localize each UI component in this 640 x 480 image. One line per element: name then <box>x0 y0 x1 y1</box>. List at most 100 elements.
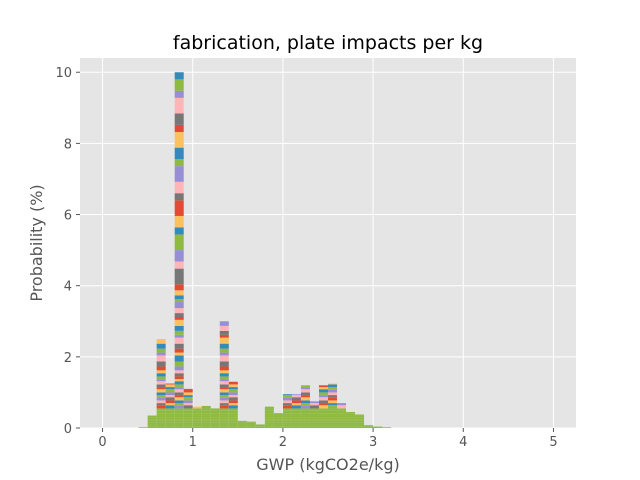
y-tick-label: 2 <box>64 351 72 366</box>
bar-segment <box>183 403 193 406</box>
bar-segment <box>300 405 310 409</box>
histogram-bin <box>328 383 338 428</box>
x-tick-label: 5 <box>549 435 557 450</box>
bar-segment <box>291 394 301 396</box>
bar-segment <box>291 419 301 421</box>
bar-segment <box>219 325 229 331</box>
bar-segment <box>328 420 338 423</box>
bar-segment <box>291 405 301 409</box>
bar-segment <box>156 379 166 382</box>
bar-segment <box>174 72 184 80</box>
bar-segment <box>219 361 229 367</box>
bar-segment <box>328 426 338 428</box>
bar-segment <box>219 413 229 416</box>
bar-segment <box>174 166 184 182</box>
bar-segment <box>300 387 310 390</box>
bar-segment <box>300 403 310 406</box>
bar-segment <box>328 408 338 411</box>
histogram-bin <box>382 427 392 428</box>
bar-segment <box>174 417 184 420</box>
histogram-bin <box>346 411 356 428</box>
bar-segment <box>165 392 175 396</box>
bar-segment <box>219 387 229 390</box>
bar-segment <box>201 405 211 409</box>
bar-segment <box>337 415 347 418</box>
bar-segment <box>355 424 365 427</box>
bar-segment <box>156 420 166 423</box>
bar-segment <box>273 413 283 414</box>
bar-segment <box>147 426 157 428</box>
bar-segment <box>228 397 238 401</box>
bar-segment <box>183 413 193 416</box>
bar-segment <box>174 284 184 291</box>
bar-segment <box>156 381 166 385</box>
bar-segment <box>183 395 193 398</box>
bar-segment <box>228 387 238 390</box>
bar-segment <box>273 426 283 428</box>
bar-segment <box>273 413 283 416</box>
bar-segment <box>291 410 301 412</box>
bar-segment <box>192 408 202 411</box>
x-tick-label: 4 <box>459 435 467 450</box>
bar-segment <box>174 181 184 194</box>
bar-segment <box>165 400 175 404</box>
bar-segment <box>192 424 202 427</box>
bar-segment <box>328 415 338 418</box>
histogram-bin <box>255 424 265 428</box>
bar-segment <box>174 234 184 251</box>
bar-segment <box>382 427 392 428</box>
bar-segment <box>264 413 274 416</box>
bar-segment <box>264 410 274 412</box>
bar-segment <box>300 424 310 427</box>
bar-segment <box>156 366 166 371</box>
bar-segment <box>147 417 157 420</box>
bar-segment <box>192 413 202 416</box>
bar-segment <box>219 334 229 338</box>
bar-segment <box>228 403 238 406</box>
bar-segment <box>165 387 175 390</box>
bar-segment <box>291 415 301 418</box>
bar-segment <box>318 405 328 409</box>
bar-segment <box>246 421 256 423</box>
bar-segment <box>156 373 166 377</box>
x-tick-label: 1 <box>189 435 197 450</box>
bar-segment <box>318 397 328 401</box>
bar-segment <box>201 415 211 418</box>
bar-segment <box>219 424 229 427</box>
bar-segment <box>201 413 211 416</box>
bar-segment <box>264 426 274 428</box>
bar-segment <box>174 308 184 314</box>
bar-segment <box>228 381 238 385</box>
bar-segment <box>337 410 347 412</box>
bar-segment <box>282 422 292 425</box>
bar-segment <box>318 411 328 414</box>
bar-segment <box>282 395 292 398</box>
bar-segment <box>156 415 166 418</box>
bar-segment <box>219 381 229 385</box>
bar-segment <box>174 366 184 371</box>
bar-segment <box>318 395 328 398</box>
bar-segment <box>165 389 175 393</box>
histogram-bin <box>309 401 319 428</box>
bar-segment <box>328 397 338 401</box>
bar-segment <box>309 401 319 404</box>
bar-segment <box>291 400 301 404</box>
bar-segment <box>174 90 184 98</box>
bar-segment <box>282 426 292 428</box>
bar-segment <box>174 313 184 317</box>
bar-segment <box>192 415 202 418</box>
bar-segment <box>174 355 184 362</box>
axis-ticks: 0 1 2 3 4 5 0 2 4 6 8 10 <box>55 66 557 450</box>
bar-segment <box>337 405 347 409</box>
bar-segment <box>228 411 238 414</box>
bar-segment <box>273 424 283 427</box>
bar-segment <box>282 419 292 421</box>
bar-segment <box>156 419 166 421</box>
bar-segment <box>255 424 265 427</box>
bar-segment <box>165 420 175 423</box>
bar-segment <box>318 389 328 393</box>
bar-segment <box>174 419 184 421</box>
bar-segment <box>156 417 166 420</box>
bar-segment <box>192 410 202 412</box>
bar-segment <box>174 405 184 409</box>
